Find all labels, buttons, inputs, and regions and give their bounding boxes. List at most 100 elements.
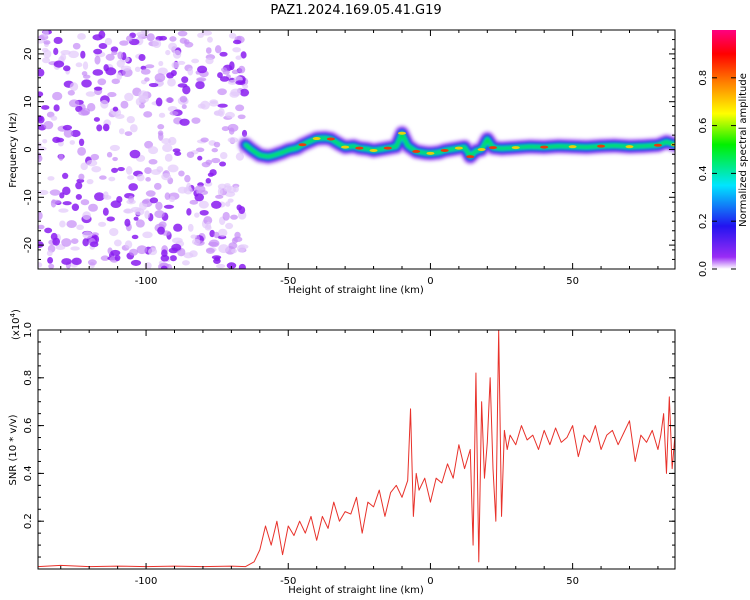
noise-blob bbox=[138, 53, 146, 61]
noise-blob bbox=[196, 77, 207, 82]
spectrogram-x-tick-label: 50 bbox=[566, 276, 579, 287]
noise-blob bbox=[184, 41, 194, 48]
noise-blob bbox=[194, 212, 200, 218]
noise-blob bbox=[168, 136, 177, 146]
noise-blob bbox=[169, 36, 177, 42]
noise-blob bbox=[177, 83, 188, 88]
noise-blob bbox=[229, 61, 235, 71]
noise-blob bbox=[177, 30, 188, 37]
noise-blob bbox=[169, 111, 179, 116]
spectrogram-y-tick-label: 20 bbox=[23, 48, 34, 61]
noise-blob bbox=[228, 32, 237, 39]
snr-series bbox=[38, 330, 675, 568]
ridge-peak bbox=[540, 145, 549, 149]
noise-blob bbox=[235, 152, 244, 161]
noise-blob bbox=[145, 177, 151, 182]
ridge-peak bbox=[625, 145, 634, 149]
noise-blob bbox=[62, 186, 71, 196]
noise-blob bbox=[169, 255, 177, 262]
noise-blob bbox=[38, 154, 43, 163]
noise-blob bbox=[68, 50, 79, 59]
noise-blob bbox=[238, 65, 246, 74]
snr-ticks: -100 -50 0 50 0.2 0.4 0.6 0.8 1.0 bbox=[23, 322, 675, 587]
spectrogram-x-tick-label: -50 bbox=[280, 276, 296, 287]
noise-blob bbox=[209, 229, 216, 238]
noise-blob bbox=[177, 60, 186, 65]
noise-blob bbox=[197, 32, 204, 38]
noise-blob bbox=[62, 124, 73, 131]
noise-blob bbox=[181, 104, 187, 110]
noise-blob bbox=[230, 88, 242, 97]
noise-blob bbox=[172, 49, 182, 59]
noise-blob bbox=[171, 243, 182, 252]
noise-blob bbox=[75, 181, 83, 190]
noise-blob bbox=[227, 198, 234, 203]
noise-blob bbox=[106, 151, 113, 158]
noise-blob bbox=[58, 153, 64, 161]
noise-blob bbox=[71, 238, 79, 244]
noise-blob bbox=[133, 216, 139, 221]
noise-blob bbox=[77, 147, 87, 156]
noise-blob bbox=[198, 200, 209, 209]
noise-blob bbox=[230, 214, 238, 220]
noise-blob bbox=[201, 30, 213, 36]
noise-blob bbox=[67, 90, 75, 96]
noise-blob bbox=[100, 99, 109, 109]
noise-blob bbox=[219, 151, 228, 160]
noise-blob bbox=[38, 189, 49, 196]
noise-blob bbox=[113, 239, 122, 247]
noise-blob bbox=[124, 240, 133, 249]
snr-line bbox=[38, 330, 675, 568]
colorbar-tick-label: 0.0 bbox=[698, 261, 709, 277]
noise-blob bbox=[157, 124, 165, 130]
noise-blob bbox=[166, 72, 175, 79]
noise-blob bbox=[53, 47, 59, 56]
noise-blob bbox=[125, 166, 133, 175]
noise-blob bbox=[115, 113, 125, 119]
noise-blob bbox=[186, 208, 192, 216]
snr-y-tick-label: 0.4 bbox=[23, 465, 34, 481]
noise-blob bbox=[211, 200, 222, 209]
noise-blob bbox=[231, 237, 238, 244]
noise-blob bbox=[241, 129, 248, 138]
spectrogram-y-tick-label: -10 bbox=[23, 189, 34, 205]
snr-x-tick-label: -50 bbox=[280, 576, 296, 587]
spectrogram-y-tick-label: -20 bbox=[23, 237, 34, 253]
noise-blob bbox=[216, 263, 226, 269]
noise-blob bbox=[152, 39, 162, 48]
ridge-peak bbox=[477, 148, 486, 151]
noise-blob bbox=[109, 227, 119, 237]
noise-blob bbox=[164, 192, 171, 200]
snr-scale-exponent: 4 bbox=[9, 312, 17, 317]
noise-blob bbox=[124, 131, 133, 137]
spectrogram-x-tick-label: 0 bbox=[427, 276, 433, 287]
noise-blob bbox=[71, 203, 80, 211]
noise-blob bbox=[38, 115, 45, 124]
noise-blob bbox=[56, 137, 65, 143]
noise-blob bbox=[231, 69, 239, 75]
noise-blob bbox=[168, 196, 176, 203]
noise-blob bbox=[78, 138, 85, 147]
noise-blob bbox=[99, 175, 107, 180]
noise-blob bbox=[80, 162, 88, 171]
noise-blob bbox=[92, 69, 104, 76]
noise-blob bbox=[98, 30, 106, 39]
noise-blob bbox=[178, 170, 185, 177]
noise-blob bbox=[136, 31, 147, 37]
colorbar-ticks: 0.0 0.2 0.4 0.6 0.8 bbox=[698, 70, 736, 277]
noise-blob bbox=[76, 224, 84, 231]
noise-blob bbox=[61, 258, 72, 265]
noise-blob bbox=[205, 57, 214, 65]
noise-blob bbox=[91, 165, 102, 173]
noise-blob bbox=[38, 224, 45, 230]
ridge-peak bbox=[489, 146, 497, 150]
noise-blob bbox=[86, 159, 98, 167]
noise-blob bbox=[38, 68, 45, 77]
noise-blob bbox=[51, 199, 61, 204]
noise-blob bbox=[93, 86, 103, 91]
noise-blob bbox=[81, 79, 92, 88]
noise-blob bbox=[118, 128, 125, 135]
noise-blob bbox=[70, 246, 80, 251]
noise-blob bbox=[148, 82, 159, 88]
snr-scale-label: (x104) bbox=[9, 309, 22, 340]
